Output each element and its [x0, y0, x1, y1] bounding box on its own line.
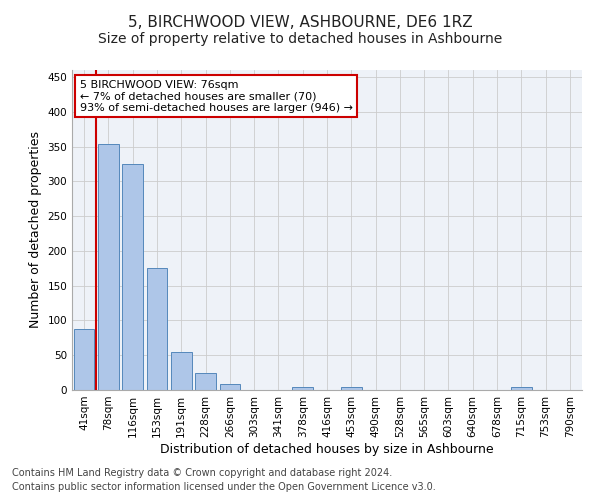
Text: Size of property relative to detached houses in Ashbourne: Size of property relative to detached ho… — [98, 32, 502, 46]
Bar — [146, 268, 167, 390]
Bar — [74, 329, 94, 390]
Text: Contains public sector information licensed under the Open Government Licence v3: Contains public sector information licen… — [12, 482, 436, 492]
Y-axis label: Number of detached properties: Number of detached properties — [29, 132, 42, 328]
Bar — [195, 372, 216, 390]
Bar — [511, 387, 532, 390]
Bar — [341, 386, 362, 390]
Bar — [292, 387, 313, 390]
X-axis label: Distribution of detached houses by size in Ashbourne: Distribution of detached houses by size … — [160, 442, 494, 456]
Bar — [122, 164, 143, 390]
Text: 5 BIRCHWOOD VIEW: 76sqm
← 7% of detached houses are smaller (70)
93% of semi-det: 5 BIRCHWOOD VIEW: 76sqm ← 7% of detached… — [80, 80, 353, 113]
Text: Contains HM Land Registry data © Crown copyright and database right 2024.: Contains HM Land Registry data © Crown c… — [12, 468, 392, 477]
Bar — [98, 144, 119, 390]
Bar — [220, 384, 240, 390]
Text: 5, BIRCHWOOD VIEW, ASHBOURNE, DE6 1RZ: 5, BIRCHWOOD VIEW, ASHBOURNE, DE6 1RZ — [128, 15, 472, 30]
Bar — [171, 352, 191, 390]
